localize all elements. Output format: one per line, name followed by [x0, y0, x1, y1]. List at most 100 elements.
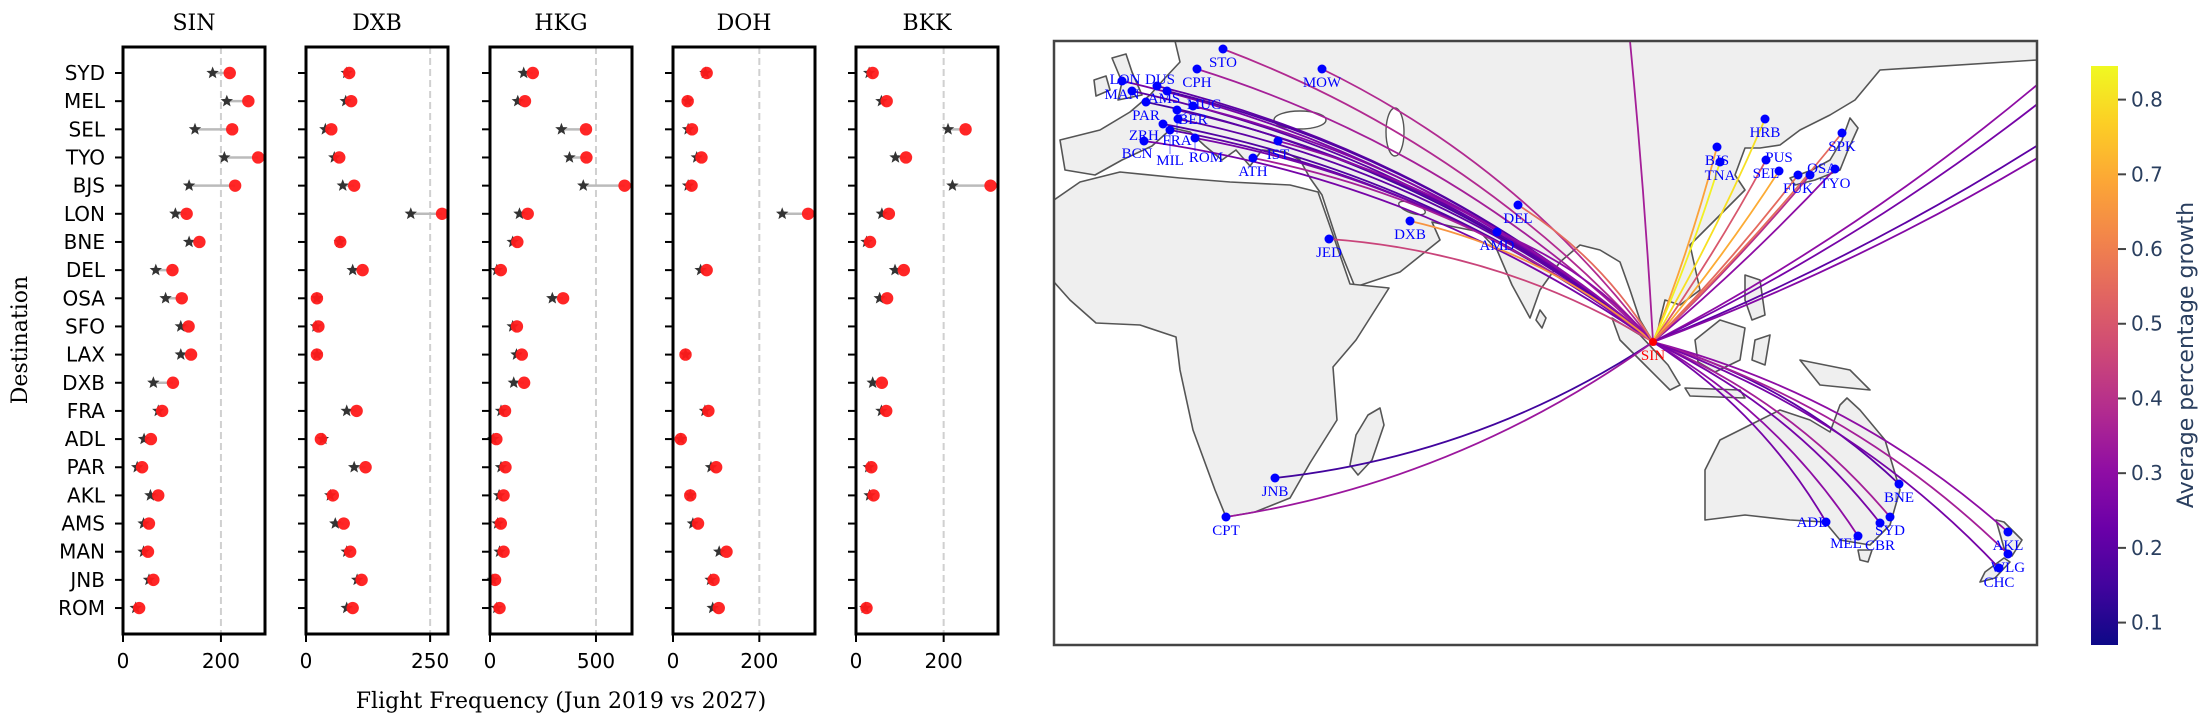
route-arc-bcn	[1143, 140, 1654, 343]
route-arc-offmap	[1652, 144, 2037, 343]
city-marker-hrb	[1760, 114, 1770, 124]
marker-2019-tyo	[889, 151, 902, 163]
y-tick-label: SYD	[65, 61, 105, 85]
marker-2019-lon	[875, 207, 888, 220]
city-marker-ber	[1188, 101, 1198, 111]
x-tick-label: 0	[484, 649, 497, 673]
route-arc-bjs	[1652, 146, 1718, 343]
city-label-hrb: HRB	[1750, 125, 1781, 141]
marker-2027-tyo	[251, 151, 265, 164]
marker-2027-tyo	[899, 151, 913, 164]
city-marker-osa	[1805, 170, 1815, 180]
y-tick-label: JNB	[68, 568, 105, 592]
marker-2027-man	[720, 545, 733, 558]
route-arc-mow	[1321, 68, 1654, 343]
route-arc-wlg	[1652, 341, 2009, 555]
city-label-syd: SYD	[1875, 523, 1905, 539]
marker-2027-osa	[175, 292, 188, 305]
route-arcs	[1121, 41, 2037, 569]
x-tick-label: 200	[740, 649, 778, 673]
route-arc-pus	[1652, 170, 1780, 343]
y-tick-label: PAR	[67, 455, 105, 479]
marker-2027-sfo	[182, 320, 195, 333]
panel-sin: SIN SYD MEL SEL TYO BJS LON BNE DEL OSA SFO LAX DXB F…	[58, 11, 267, 673]
marker-2027-ams	[691, 517, 705, 530]
marker-2027-osa	[310, 292, 324, 305]
marker-2027-akl	[152, 489, 165, 502]
city-label-chc: CHC	[1984, 575, 2015, 591]
x-tick-label: 200	[925, 649, 963, 673]
marker-2019-lon	[169, 207, 182, 220]
marker-2019-lax	[174, 348, 187, 360]
marker-2019-bjs	[577, 179, 590, 191]
marker-2027-sel	[959, 123, 972, 136]
colorbar-tick-label: 0.6	[2131, 237, 2163, 261]
marker-2027-osa	[880, 292, 894, 305]
city-marker-man	[1117, 76, 1127, 86]
panel-title: HKG	[534, 11, 587, 36]
y-tick-label: LAX	[66, 343, 105, 367]
city-marker-spk	[1837, 128, 1847, 138]
city-marker-ath	[1248, 153, 1258, 163]
city-marker-adl	[1821, 517, 1831, 527]
marker-2019-man	[713, 545, 726, 557]
marker-2019-par	[348, 460, 361, 473]
route-arc-offmap	[1652, 103, 2037, 343]
y-tick-label: OSA	[63, 286, 106, 310]
marker-2027-lax	[184, 348, 198, 361]
city-label-mow: MOW	[1303, 75, 1342, 91]
marker-2019-del	[149, 263, 162, 276]
marker-2027-bne	[511, 235, 524, 249]
city-marker-wlg	[2003, 549, 2013, 559]
marker-2027-adl	[144, 432, 158, 446]
marker-2027-del	[356, 263, 369, 277]
route-arc-sel	[1652, 159, 1767, 343]
colorbar: 0.1 0.2 0.3 0.4 0.5 0.6 0.7 0.8 Average percent…	[2091, 66, 2199, 645]
city-label-sel: SEL	[1753, 166, 1780, 182]
x-axis-label: Flight Frequency (Jun 2019 vs 2027)	[356, 689, 766, 714]
city-label-man: MAN	[1104, 87, 1139, 103]
city-marker-rom	[1190, 133, 1200, 143]
marker-2027-fra	[155, 404, 169, 418]
marker-2027-sel	[685, 123, 699, 136]
city-marker-bne	[1894, 479, 1904, 489]
city-label-mil: MIL	[1156, 153, 1184, 169]
marker-2027-lax	[679, 348, 692, 361]
route-arc-ist	[1277, 140, 1654, 343]
panel-title: BKK	[902, 11, 952, 36]
marker-2027-tyo	[580, 151, 593, 164]
colorbar-tick-label: 0.8	[2131, 88, 2163, 112]
dot-plot-panels: SIN SYD MEL SEL TYO BJS LON BNE DEL OSA SFO LAX DXB F…	[58, 11, 1000, 673]
marker-2027-fra	[498, 404, 512, 418]
city-marker-pus	[1774, 166, 1784, 176]
marker-2019-lon	[513, 207, 526, 220]
marker-2027-jnb	[355, 573, 368, 587]
land-madagascar	[1349, 407, 1385, 476]
route-arc-spk	[1652, 132, 1843, 343]
y-tick-label: DEL	[66, 258, 106, 282]
marker-2027-sel	[579, 123, 593, 136]
route-arc-cbr	[1652, 341, 1881, 524]
marker-2027-akl	[497, 489, 510, 502]
city-label-rom: ROM	[1189, 150, 1223, 166]
x-tick-label: 0	[850, 649, 863, 673]
marker-2027-osa	[556, 292, 570, 305]
marker-2019-tyo	[218, 151, 231, 163]
panel-frame	[671, 45, 817, 636]
panel-bkk: BKK 0 200	[848, 11, 1000, 673]
marker-2019-ams	[329, 517, 342, 529]
city-marker-tna	[1715, 157, 1725, 167]
city-marker-dxb	[1405, 216, 1415, 226]
city-marker-sel	[1761, 155, 1771, 165]
route-arc-jed	[1328, 238, 1654, 343]
marker-2027-bne	[863, 235, 877, 249]
city-label-zrh: ZRH	[1129, 128, 1159, 144]
land-sumatra	[1611, 317, 1681, 391]
city-label-fuk: FUK	[1783, 181, 1813, 197]
city-label-lon: LON	[1110, 72, 1141, 88]
city-marker-ist	[1273, 136, 1283, 146]
y-tick-label: ROM	[58, 596, 105, 620]
panel-doh: DOH 0 200	[665, 11, 817, 673]
marker-2019-lon	[776, 207, 789, 220]
marker-2027-fra	[350, 404, 363, 418]
